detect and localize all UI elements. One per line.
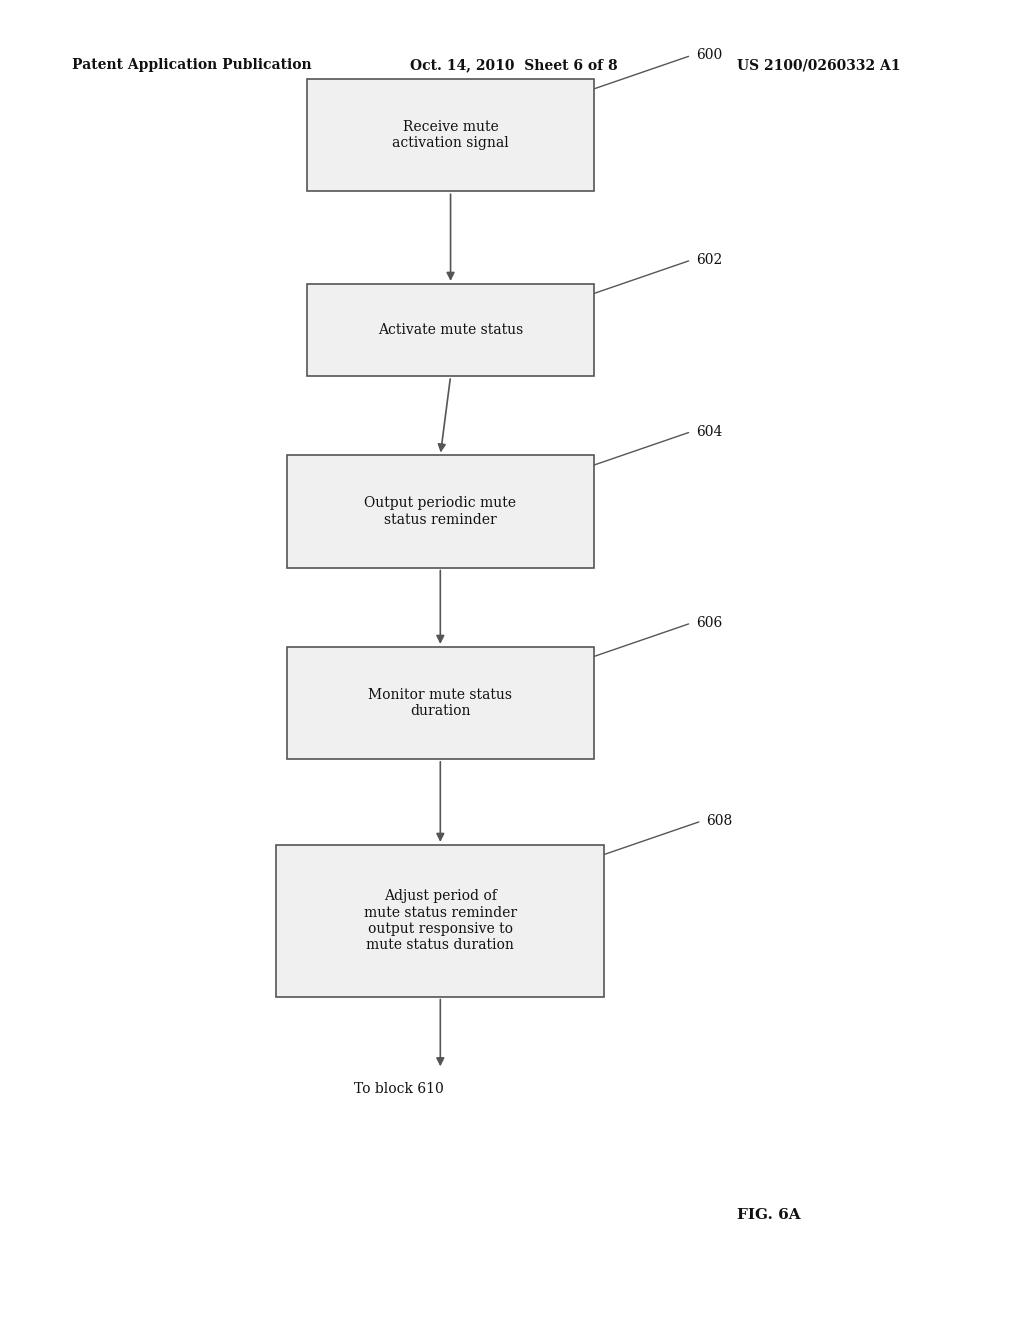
- Text: 604: 604: [696, 425, 723, 438]
- Text: 602: 602: [696, 253, 723, 267]
- FancyBboxPatch shape: [287, 647, 594, 759]
- Text: Output periodic mute
status reminder: Output periodic mute status reminder: [365, 496, 516, 527]
- Text: 606: 606: [696, 616, 723, 630]
- FancyBboxPatch shape: [276, 845, 604, 997]
- Text: 600: 600: [696, 49, 723, 62]
- Text: 608: 608: [707, 814, 733, 828]
- FancyBboxPatch shape: [307, 79, 594, 191]
- Text: FIG. 6A: FIG. 6A: [737, 1208, 801, 1222]
- FancyBboxPatch shape: [287, 455, 594, 568]
- Text: Adjust period of
mute status reminder
output responsive to
mute status duration: Adjust period of mute status reminder ou…: [364, 890, 517, 952]
- FancyBboxPatch shape: [307, 284, 594, 376]
- Text: US 2100/0260332 A1: US 2100/0260332 A1: [737, 58, 901, 73]
- Text: Activate mute status: Activate mute status: [378, 323, 523, 337]
- Text: To block 610: To block 610: [354, 1082, 444, 1097]
- Text: Receive mute
activation signal: Receive mute activation signal: [392, 120, 509, 150]
- Text: Monitor mute status
duration: Monitor mute status duration: [369, 688, 512, 718]
- Text: Patent Application Publication: Patent Application Publication: [72, 58, 311, 73]
- Text: Oct. 14, 2010  Sheet 6 of 8: Oct. 14, 2010 Sheet 6 of 8: [410, 58, 617, 73]
